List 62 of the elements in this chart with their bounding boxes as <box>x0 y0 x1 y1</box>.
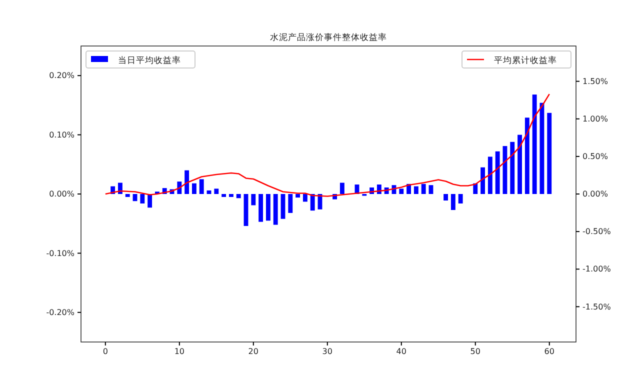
x-tick-label: 60 <box>544 347 554 356</box>
bar <box>125 194 130 197</box>
y2-tick-label: 1.50% <box>582 76 608 86</box>
x-tick-label: 50 <box>470 347 480 356</box>
bar <box>510 142 515 194</box>
legend-label: 当日平均收益率 <box>118 55 181 66</box>
bar <box>266 194 270 221</box>
y2-tick-label: 0.50% <box>582 152 608 161</box>
bar <box>421 184 426 194</box>
bar <box>310 194 315 211</box>
bar <box>214 188 219 194</box>
bar <box>148 194 152 208</box>
bar <box>428 185 434 194</box>
y-tick-label: -0.10% <box>46 248 75 258</box>
x-tick-label: 30 <box>322 347 332 356</box>
x-tick-label: 10 <box>174 347 184 356</box>
bar <box>192 183 196 194</box>
bar <box>495 151 500 194</box>
bar <box>199 179 204 194</box>
bar <box>251 194 256 206</box>
bar <box>532 94 537 194</box>
y2-tick-label: 0.00% <box>582 190 608 199</box>
bar <box>450 194 456 210</box>
chart-title: 水泥产品涨价事件整体收益率 <box>270 32 387 43</box>
legend-label: 平均累计收益率 <box>494 55 557 66</box>
bar <box>524 118 530 194</box>
bar <box>540 102 544 194</box>
bar <box>244 194 248 226</box>
bar <box>399 188 404 194</box>
bar <box>222 194 226 197</box>
x-tick-label: 0 <box>102 347 108 356</box>
y-tick-label: 0.20% <box>49 71 75 80</box>
y2-tick-label: -1.50% <box>582 302 612 312</box>
y2-tick-label: -1.00% <box>582 264 612 274</box>
bar <box>480 167 485 194</box>
bar <box>414 186 418 194</box>
bar <box>258 194 264 222</box>
bar <box>296 194 300 198</box>
bar <box>458 194 463 204</box>
y2-tick-label: -0.50% <box>582 227 612 236</box>
y-tick-label: 0.00% <box>49 190 75 199</box>
bar <box>340 182 344 194</box>
bar <box>502 146 508 194</box>
bar <box>288 194 293 213</box>
bar <box>184 170 190 194</box>
bar <box>518 134 522 194</box>
x-tick-label: 20 <box>248 347 258 356</box>
bar <box>140 194 145 204</box>
bar <box>488 156 492 194</box>
bar <box>547 112 552 194</box>
y-tick-label: 0.10% <box>49 130 75 140</box>
bar <box>444 194 448 201</box>
y-tick-label: -0.20% <box>46 308 75 317</box>
line-series <box>104 93 550 197</box>
x-tick-label: 40 <box>396 347 406 356</box>
bar <box>473 183 478 194</box>
bar <box>228 194 234 197</box>
bar <box>236 194 241 198</box>
bar <box>273 194 278 225</box>
y2-tick-label: 1.00% <box>582 114 608 124</box>
bar <box>302 194 308 202</box>
bar <box>280 194 286 219</box>
